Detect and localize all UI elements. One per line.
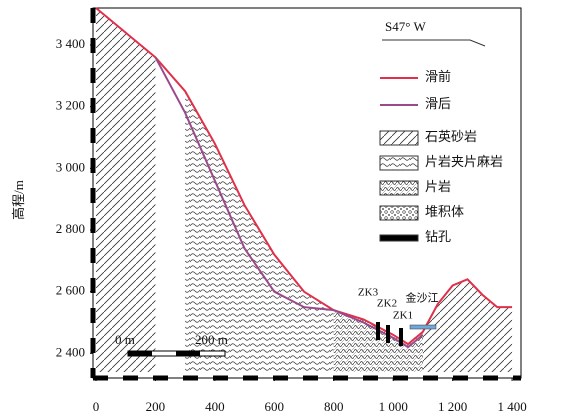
legend-label: 滑前 xyxy=(425,69,451,84)
legend-label: 片岩 xyxy=(425,179,451,194)
annotation: ZK1 xyxy=(393,310,413,322)
direction-arrow xyxy=(382,40,485,46)
scale-label: 0 m xyxy=(115,332,135,347)
legend-swatch xyxy=(380,235,418,241)
y-tick-label: 2 600 xyxy=(56,283,85,298)
x-tick-label: 200 xyxy=(146,399,166,414)
scale-bar xyxy=(128,351,152,356)
borehole xyxy=(386,325,390,343)
x-tick-label: 1 200 xyxy=(438,399,467,414)
annotation: ZK2 xyxy=(377,298,397,310)
legend-label: 片岩夹片麻岩 xyxy=(425,154,503,169)
legend-label: 堆积体 xyxy=(425,204,464,219)
legend-label: 石英砂岩 xyxy=(425,129,477,144)
legend-label: 钻孔 xyxy=(425,229,451,244)
legend-swatch xyxy=(380,156,418,170)
x-tick-label: 0 xyxy=(93,399,100,414)
annotation: ZK3 xyxy=(358,287,379,299)
x-tick-label: 1 000 xyxy=(379,399,408,414)
x-tick-label: 600 xyxy=(265,399,285,414)
y-tick-label: 3 200 xyxy=(56,98,85,113)
legend-swatch xyxy=(380,131,418,145)
x-tick-label: 1 400 xyxy=(497,399,526,414)
legend-swatch xyxy=(380,206,418,220)
chart: 高程/m S47° W 2 400 2 600 2 800 3 000 3 200 3 4… xyxy=(0,0,569,419)
y-tick-label: 3 400 xyxy=(56,36,85,51)
legend-swatch xyxy=(380,181,418,195)
x-tick-label: 800 xyxy=(324,399,344,414)
scale-bar xyxy=(176,351,200,356)
y-tick-label: 3 000 xyxy=(56,159,85,174)
scale-label: 200 m xyxy=(195,332,228,347)
y-tick-label: 2 800 xyxy=(56,221,85,236)
direction-label: S47° W xyxy=(385,19,426,34)
legend-label: 滑后 xyxy=(425,96,451,111)
annotation: 金沙江 xyxy=(406,291,439,305)
y-tick-label: 2 400 xyxy=(56,344,85,359)
borehole xyxy=(399,328,403,346)
rock-area xyxy=(96,8,155,372)
borehole xyxy=(376,322,380,340)
river xyxy=(410,325,436,329)
x-tick-label: 400 xyxy=(205,399,225,414)
y-axis-label: 高程/m xyxy=(11,180,26,220)
